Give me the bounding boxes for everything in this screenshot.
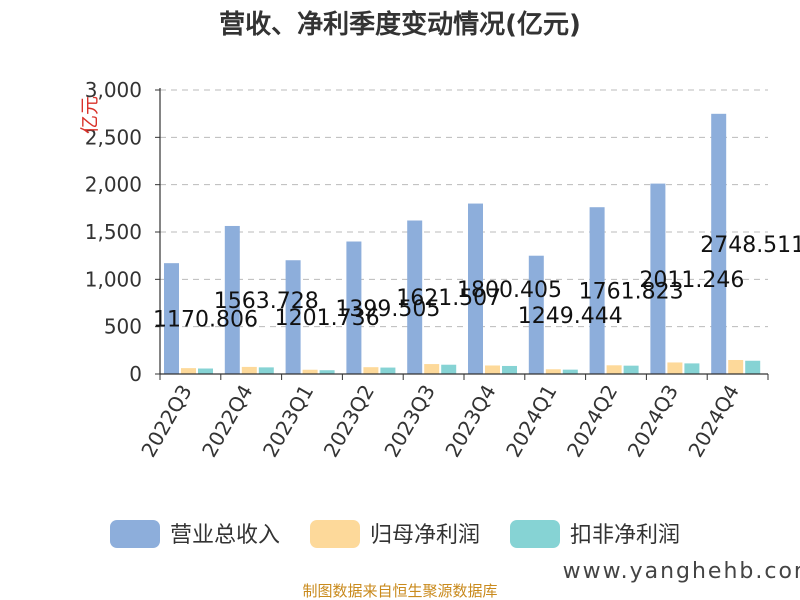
bar-parent-profit: [363, 367, 379, 374]
x-axis: 2022Q3 2022Q4 2023Q1 2023Q2 2023Q3 2023Q4 2024…: [136, 373, 769, 462]
y-tick-label: 3,000: [85, 78, 142, 102]
bar-deducted-profit: [502, 365, 517, 374]
chart-title: 营收、净利季度变动情况(亿元): [219, 9, 581, 40]
x-tick-label: 2023Q2: [319, 381, 379, 462]
data-labels: 1170.8061563.7281201.7361399.5051621.507…: [153, 233, 800, 333]
bar-revenue: [164, 263, 179, 374]
data-label: 1761.823: [579, 280, 684, 305]
x-tick-label: 2024Q2: [562, 381, 622, 462]
bars: [164, 113, 761, 375]
bar-parent-profit: [545, 369, 561, 374]
bar-parent-profit: [181, 368, 196, 374]
bar-parent-profit: [606, 365, 622, 374]
legend-label: 归母净利润: [370, 523, 480, 548]
y-tick-label: 2,000: [85, 173, 142, 197]
bar-parent-profit: [302, 369, 318, 374]
bar-parent-profit: [424, 364, 440, 374]
bar-parent-profit: [241, 366, 257, 374]
y-tick-label: 500: [104, 315, 142, 339]
legend-swatch: [510, 520, 560, 548]
bar-parent-profit: [728, 359, 744, 374]
bar-deducted-profit: [623, 365, 639, 374]
data-label: 2011.246: [639, 268, 744, 293]
source-note: 制图数据来自恒生聚源数据库: [302, 582, 497, 600]
bar-revenue: [407, 220, 423, 374]
legend-label: 营业总收入: [170, 523, 280, 548]
x-tick-label: 2022Q4: [197, 381, 257, 462]
x-tick-label: 2023Q1: [258, 381, 318, 462]
y-tick-label: 1,500: [85, 220, 142, 244]
data-label: 1249.444: [518, 304, 623, 329]
data-label: 1201.736: [275, 306, 380, 331]
bar-revenue: [589, 207, 605, 374]
bar-deducted-profit: [441, 364, 457, 374]
y-tick-label: 2,500: [85, 125, 142, 149]
bar-deducted-profit: [319, 370, 335, 374]
legend: 营业总收入 归母净利润 扣非净利润: [110, 520, 680, 548]
data-label: 1399.505: [335, 297, 440, 322]
x-tick-label: 2023Q3: [379, 381, 439, 462]
bar-deducted-profit: [380, 367, 396, 374]
data-label: 1170.806: [153, 308, 258, 333]
bar-deducted-profit: [745, 360, 761, 374]
bar-parent-profit: [485, 365, 500, 374]
bar-deducted-profit: [562, 369, 578, 374]
x-tick-label: 2023Q4: [440, 381, 500, 462]
bar-deducted-profit: [684, 363, 700, 374]
data-label: 1563.728: [214, 289, 319, 314]
bar-revenue: [285, 260, 301, 374]
legend-swatch: [310, 520, 360, 548]
legend-label: 扣非净利润: [570, 523, 680, 548]
y-tick-label: 0: [129, 362, 142, 386]
x-tick-label: 2024Q1: [501, 381, 561, 462]
data-label: 1800.405: [457, 278, 562, 303]
bar-revenue: [468, 203, 483, 374]
bar-revenue: [346, 241, 362, 374]
bar-deducted-profit: [258, 367, 274, 374]
bar-revenue: [711, 113, 727, 375]
x-tick-label: 2022Q3: [136, 381, 196, 462]
y-axis-unit: 亿元: [79, 96, 101, 134]
legend-swatch: [110, 520, 160, 548]
data-label: 2748.511: [700, 233, 800, 258]
x-tick-label: 2024Q3: [623, 381, 683, 462]
watermark: www.yanghehb.com: [563, 559, 800, 584]
grid: [160, 89, 768, 328]
bar-parent-profit: [667, 362, 683, 374]
y-axis: 0 500 1,000 1,500 2,000 2,500 3,000: [85, 78, 161, 386]
bar-deducted-profit: [198, 368, 213, 374]
data-label: 1621.507: [396, 286, 501, 311]
x-tick-label: 2024Q4: [683, 381, 743, 462]
bar-revenue: [650, 183, 666, 374]
y-tick-label: 1,000: [85, 267, 142, 291]
bar-revenue: [224, 225, 240, 374]
bar-revenue: [528, 255, 544, 374]
